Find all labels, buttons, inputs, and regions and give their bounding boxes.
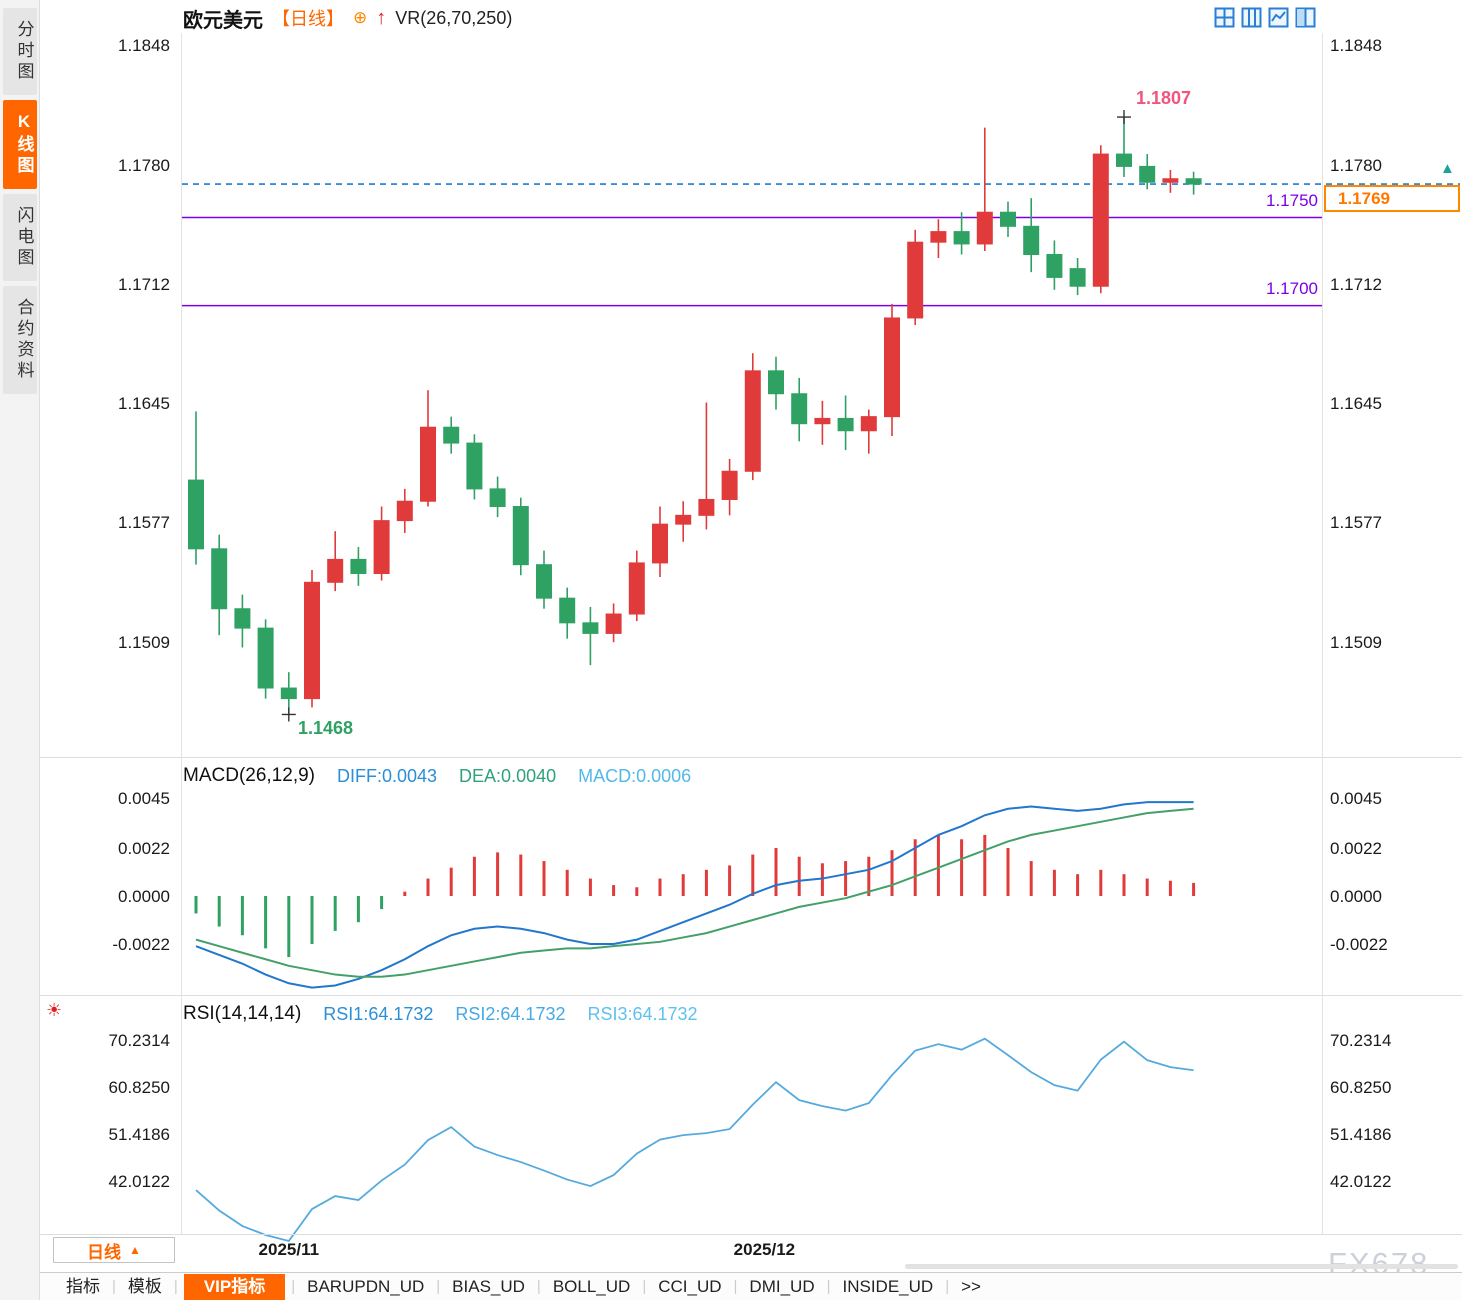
macd-diff-value: DIFF:0.0043 — [337, 765, 438, 786]
sidebar-tab-lightning[interactable]: 闪电图 — [2, 194, 37, 281]
bottom-tab[interactable]: 模板 — [127, 1276, 162, 1296]
bottom-tab-bar: 指标 | 模板 | VIP指标 | BARUPDN_UD | BIAS_UD | BOLL_UD | C… — [40, 1272, 1462, 1300]
plot-right-border — [1322, 33, 1323, 1234]
tab-separator: | — [642, 1278, 647, 1295]
low-price-label: 1.1468 — [298, 718, 354, 738]
high-price-label: 1.1807 — [1136, 88, 1192, 108]
tab-separator: | — [733, 1278, 738, 1295]
support-level-label: 1.1700 — [1266, 279, 1318, 298]
bottom-tab[interactable]: BOLL_UD — [552, 1276, 631, 1296]
bottom-tab[interactable]: BIAS_UD — [452, 1276, 525, 1296]
add-overlay-icon[interactable]: ⊕ — [353, 8, 368, 27]
latest-marker-icon[interactable]: ▲ — [1440, 160, 1455, 177]
layout-grid-icon[interactable] — [1213, 6, 1235, 28]
rsi2-value: RSI2:64.1732 — [455, 1003, 566, 1024]
resistance-level-label: 1.1750 — [1266, 191, 1318, 210]
macd-panel-header: MACD(26,12,9) DIFF:0.0043 DEA:0.0040 MAC… — [183, 765, 691, 787]
tab-separator: | — [173, 1278, 178, 1295]
panel-separator — [40, 1234, 1462, 1235]
rsi3-value: RSI3:64.1732 — [587, 1003, 698, 1024]
macd-hist-value: MACD:0.0006 — [578, 765, 692, 786]
macd-histogram[interactable] — [194, 834, 1196, 958]
period-selector-button[interactable]: 日线 ▲ — [53, 1237, 175, 1263]
chart-header: 欧元美元 【日线】 ⊕ ↑ VR(26,70,250) — [183, 5, 513, 32]
macd-diff-line — [195, 801, 1194, 989]
sidebar-tab-timeshare[interactable]: 分时图 — [2, 8, 37, 95]
rsi1-value: RSI1:64.1732 — [323, 1003, 434, 1024]
bottom-tab[interactable]: INSIDE_UD — [842, 1276, 934, 1296]
panel-separator — [40, 757, 1462, 758]
left-sidebar: 分时图 K线图 闪电图 合约资料 — [0, 0, 40, 1300]
layout-switcher — [1213, 6, 1316, 28]
period-dropdown-arrow-icon: ▲ — [129, 1243, 141, 1257]
last-price-box: 1.1769 — [1324, 185, 1460, 212]
macd-title[interactable]: MACD(26,12,9) — [183, 765, 315, 786]
candlestick-series[interactable] — [188, 117, 1202, 715]
bottom-tab[interactable]: VIP指标 — [183, 1273, 286, 1300]
bottom-tab[interactable]: BARUPDN_UD — [307, 1276, 425, 1296]
rsi-line — [195, 1037, 1194, 1243]
tab-separator: | — [536, 1278, 541, 1295]
symbol-title: 欧元美元 — [183, 9, 263, 32]
bottom-tab[interactable]: 指标 — [66, 1276, 100, 1296]
layout-line-chart-icon[interactable] — [1267, 6, 1289, 28]
layout-columns-icon[interactable] — [1240, 6, 1262, 28]
buy-arrow-icon: ↑ — [376, 6, 387, 29]
period-tag[interactable]: 【日线】 — [272, 9, 344, 29]
bottom-tab[interactable]: >> — [961, 1276, 981, 1296]
overlay-indicator-label[interactable]: VR(26,70,250) — [395, 7, 513, 28]
rsi-panel-header: RSI(14,14,14) RSI1:64.1732 RSI2:64.1732 … — [183, 1003, 698, 1025]
sidebar-tab-contract-info[interactable]: 合约资料 — [2, 286, 37, 394]
horizontal-scrollbar[interactable] — [905, 1264, 1458, 1269]
panel-separator — [40, 995, 1462, 996]
indicator-settings-icon[interactable]: ☀ — [46, 1000, 63, 1020]
macd-dea-value: DEA:0.0040 — [459, 765, 557, 786]
tab-separator: | — [291, 1278, 296, 1295]
bottom-tab[interactable]: CCI_UD — [658, 1276, 722, 1296]
tab-separator: | — [945, 1278, 950, 1295]
tab-separator: | — [112, 1278, 116, 1295]
layout-split-icon[interactable] — [1294, 6, 1316, 28]
bottom-tab[interactable]: DMI_UD — [749, 1276, 815, 1296]
rsi-title[interactable]: RSI(14,14,14) — [183, 1003, 302, 1024]
period-selector-label: 日线 — [87, 1242, 122, 1262]
tab-separator: | — [826, 1278, 831, 1295]
macd-dea-line — [195, 807, 1194, 978]
tab-separator: | — [436, 1278, 441, 1295]
plot-left-border — [181, 33, 182, 1234]
sidebar-tab-kline[interactable]: K线图 — [2, 100, 37, 189]
